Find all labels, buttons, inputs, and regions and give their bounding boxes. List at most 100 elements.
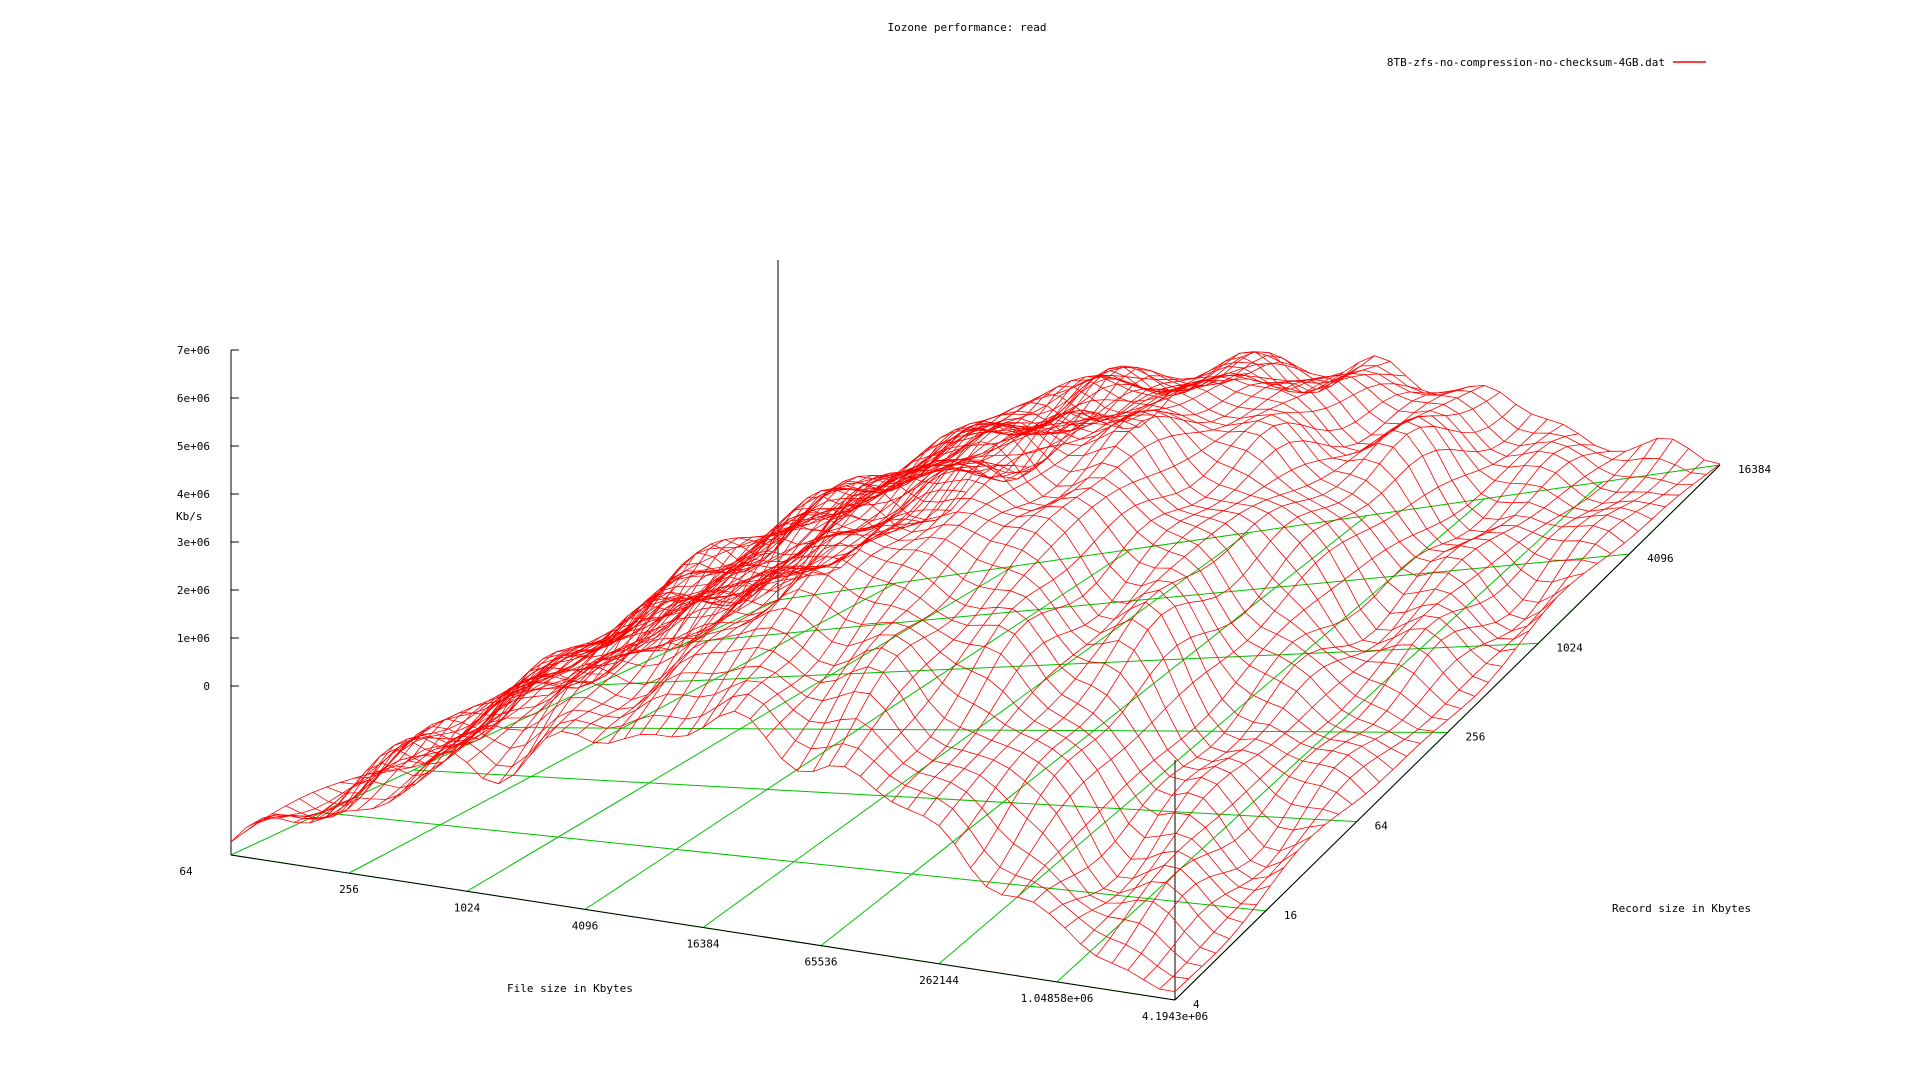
surface-line-record-direction: [938, 385, 1485, 826]
surface-line-record-direction: [356, 518, 904, 811]
surface-line-record-direction: [922, 386, 1469, 817]
z-tick-label: 1e+06: [177, 632, 210, 645]
x-axis-line: [230, 854, 1176, 1001]
y-tick-label: 1024: [1556, 641, 1583, 654]
y-axis-label: Record size in Kbytes: [1612, 902, 1751, 915]
y-axis-line: [1174, 464, 1721, 1001]
axes: [230, 260, 1721, 1001]
surface-line-record-direction: [325, 533, 873, 819]
surface-line-record-direction: [513, 445, 1061, 775]
z-tick-label: 0: [203, 680, 210, 693]
z-tick-label: 4e+06: [177, 488, 210, 501]
z-tick-label: 2e+06: [177, 584, 210, 597]
surface-line-record-direction: [875, 383, 1422, 791]
base-grid-line-record: [777, 464, 1721, 601]
y-tick-label: 16384: [1738, 463, 1771, 476]
surface-line-record-direction: [309, 552, 857, 824]
surface-line-record-direction: [828, 355, 1375, 767]
surface-line-record-direction: [970, 404, 1517, 869]
surface-line-record-direction: [623, 397, 1171, 740]
surface-line-record-direction: [844, 361, 1391, 767]
surface-line-record-direction: [561, 411, 1108, 732]
surface-line-file-direction: [271, 665, 1217, 954]
surface-line-record-direction: [1095, 444, 1642, 957]
x-tick-label: 262144: [919, 974, 959, 987]
surface-line-record-direction: [671, 365, 1218, 738]
surface-line-record-direction: [262, 569, 810, 820]
surface-line-record-direction: [1001, 419, 1548, 896]
x-tick-label: 4096: [572, 919, 599, 932]
z-tick-label: 6e+06: [177, 392, 210, 405]
surface-line-record-direction: [435, 470, 983, 756]
surface-line-record-direction: [954, 391, 1501, 845]
surface-line-record-direction: [781, 374, 1328, 759]
y-tick-label: 4096: [1647, 552, 1674, 565]
base-grid-line-record: [413, 769, 1357, 823]
surface-line-record-direction: [1111, 438, 1658, 964]
surface-line-record-direction: [230, 585, 779, 843]
x-tick-label: 16384: [686, 938, 719, 951]
surface-line-record-direction: [765, 362, 1312, 739]
surface-line-file-direction: [723, 356, 1666, 620]
x-tick-label: 65536: [804, 956, 837, 969]
surface-line-record-direction: [1143, 448, 1689, 980]
surface-line-record-direction: [860, 373, 1407, 777]
base-grid: [230, 464, 1721, 1001]
surface-line-record-direction: [734, 351, 1281, 712]
surface-line-record-direction: [482, 464, 1030, 779]
y-tick-label: 16: [1284, 909, 1297, 922]
chart-title: Iozone performance: read: [888, 21, 1047, 34]
surface-line-record-direction: [1159, 459, 1705, 990]
z-tick-label: 5e+06: [177, 440, 210, 453]
surface-line-file-direction: [285, 646, 1230, 940]
y-tick-label: 64: [1375, 820, 1389, 833]
x-tick-label: 4.1943e+06: [1142, 1010, 1208, 1023]
x-tick-label: 256: [339, 883, 359, 896]
surface-line-record-direction: [1017, 424, 1564, 898]
surface-line-record-direction: [639, 383, 1187, 735]
x-tick-label: 1.04858e+06: [1021, 992, 1094, 1005]
y-tick-label: 256: [1466, 731, 1486, 744]
x-tick-label: 1024: [454, 901, 481, 914]
base-grid-line-record: [322, 812, 1266, 912]
surface-line-record-direction: [907, 391, 1454, 810]
surface-line-record-direction: [797, 371, 1344, 772]
x-tick-label: 64: [179, 865, 193, 878]
surface-line-record-direction: [419, 489, 967, 772]
surface-line-record-direction: [529, 430, 1077, 756]
surface-line-record-direction: [655, 378, 1203, 735]
surface-line-record-direction: [1174, 463, 1721, 992]
legend: 8TB-zfs-no-compression-no-checksum-4GB.d…: [1387, 56, 1706, 69]
surface-line-record-direction: [246, 578, 794, 828]
surface-line-record-direction: [451, 460, 998, 752]
z-axis-label: Kb/s: [176, 510, 203, 523]
surface-line-record-direction: [1064, 450, 1611, 929]
surface-line-record-direction: [1127, 438, 1674, 971]
surface-line-record-direction: [1080, 450, 1627, 945]
surface-line-file-direction: [531, 417, 1475, 697]
surface-line-record-direction: [1048, 444, 1595, 914]
surface-line-record-direction: [1033, 433, 1579, 903]
surface-line-record-direction: [545, 423, 1093, 739]
surface-line-file-direction: [258, 680, 1203, 967]
z-tick-label: 7e+06: [177, 344, 210, 357]
base-grid-line-record: [504, 727, 1448, 733]
surface-line-record-direction: [403, 509, 951, 790]
surface-line-record-direction: [466, 465, 1014, 763]
z-tick-label: 3e+06: [177, 536, 210, 549]
surface-line-file-direction: [463, 459, 1407, 757]
surface-line-file-direction: [422, 484, 1367, 795]
surface-line-file-direction: [408, 499, 1353, 805]
surface-line-record-direction: [718, 361, 1265, 717]
surface-line-record-direction: [686, 366, 1234, 736]
x-axis-label: File size in Kbytes: [507, 982, 633, 995]
surface-mesh: [230, 351, 1721, 992]
surface-line-record-direction: [498, 459, 1046, 785]
surface-line-record-direction: [812, 362, 1360, 772]
surface-line-record-direction: [749, 351, 1297, 719]
legend-label: 8TB-zfs-no-compression-no-checksum-4GB.d…: [1387, 56, 1665, 69]
surface-line-record-direction: [891, 391, 1438, 803]
surface-line-record-direction: [293, 566, 841, 823]
surface-line-file-direction: [244, 693, 1189, 980]
